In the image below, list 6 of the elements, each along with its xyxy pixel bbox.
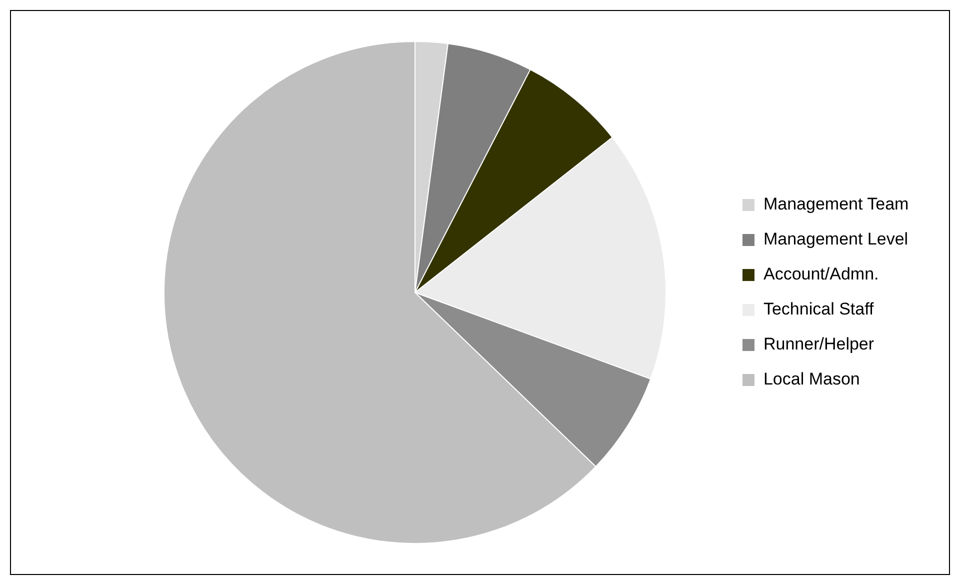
legend-label: Runner/Helper: [763, 334, 874, 354]
legend-label: Technical Staff: [763, 300, 874, 319]
legend-label: Account/Admn.: [763, 264, 879, 284]
legend-label: Local Mason: [763, 370, 860, 389]
legend-label: Management Level: [763, 230, 908, 249]
legend-label: Management Team: [763, 194, 909, 214]
